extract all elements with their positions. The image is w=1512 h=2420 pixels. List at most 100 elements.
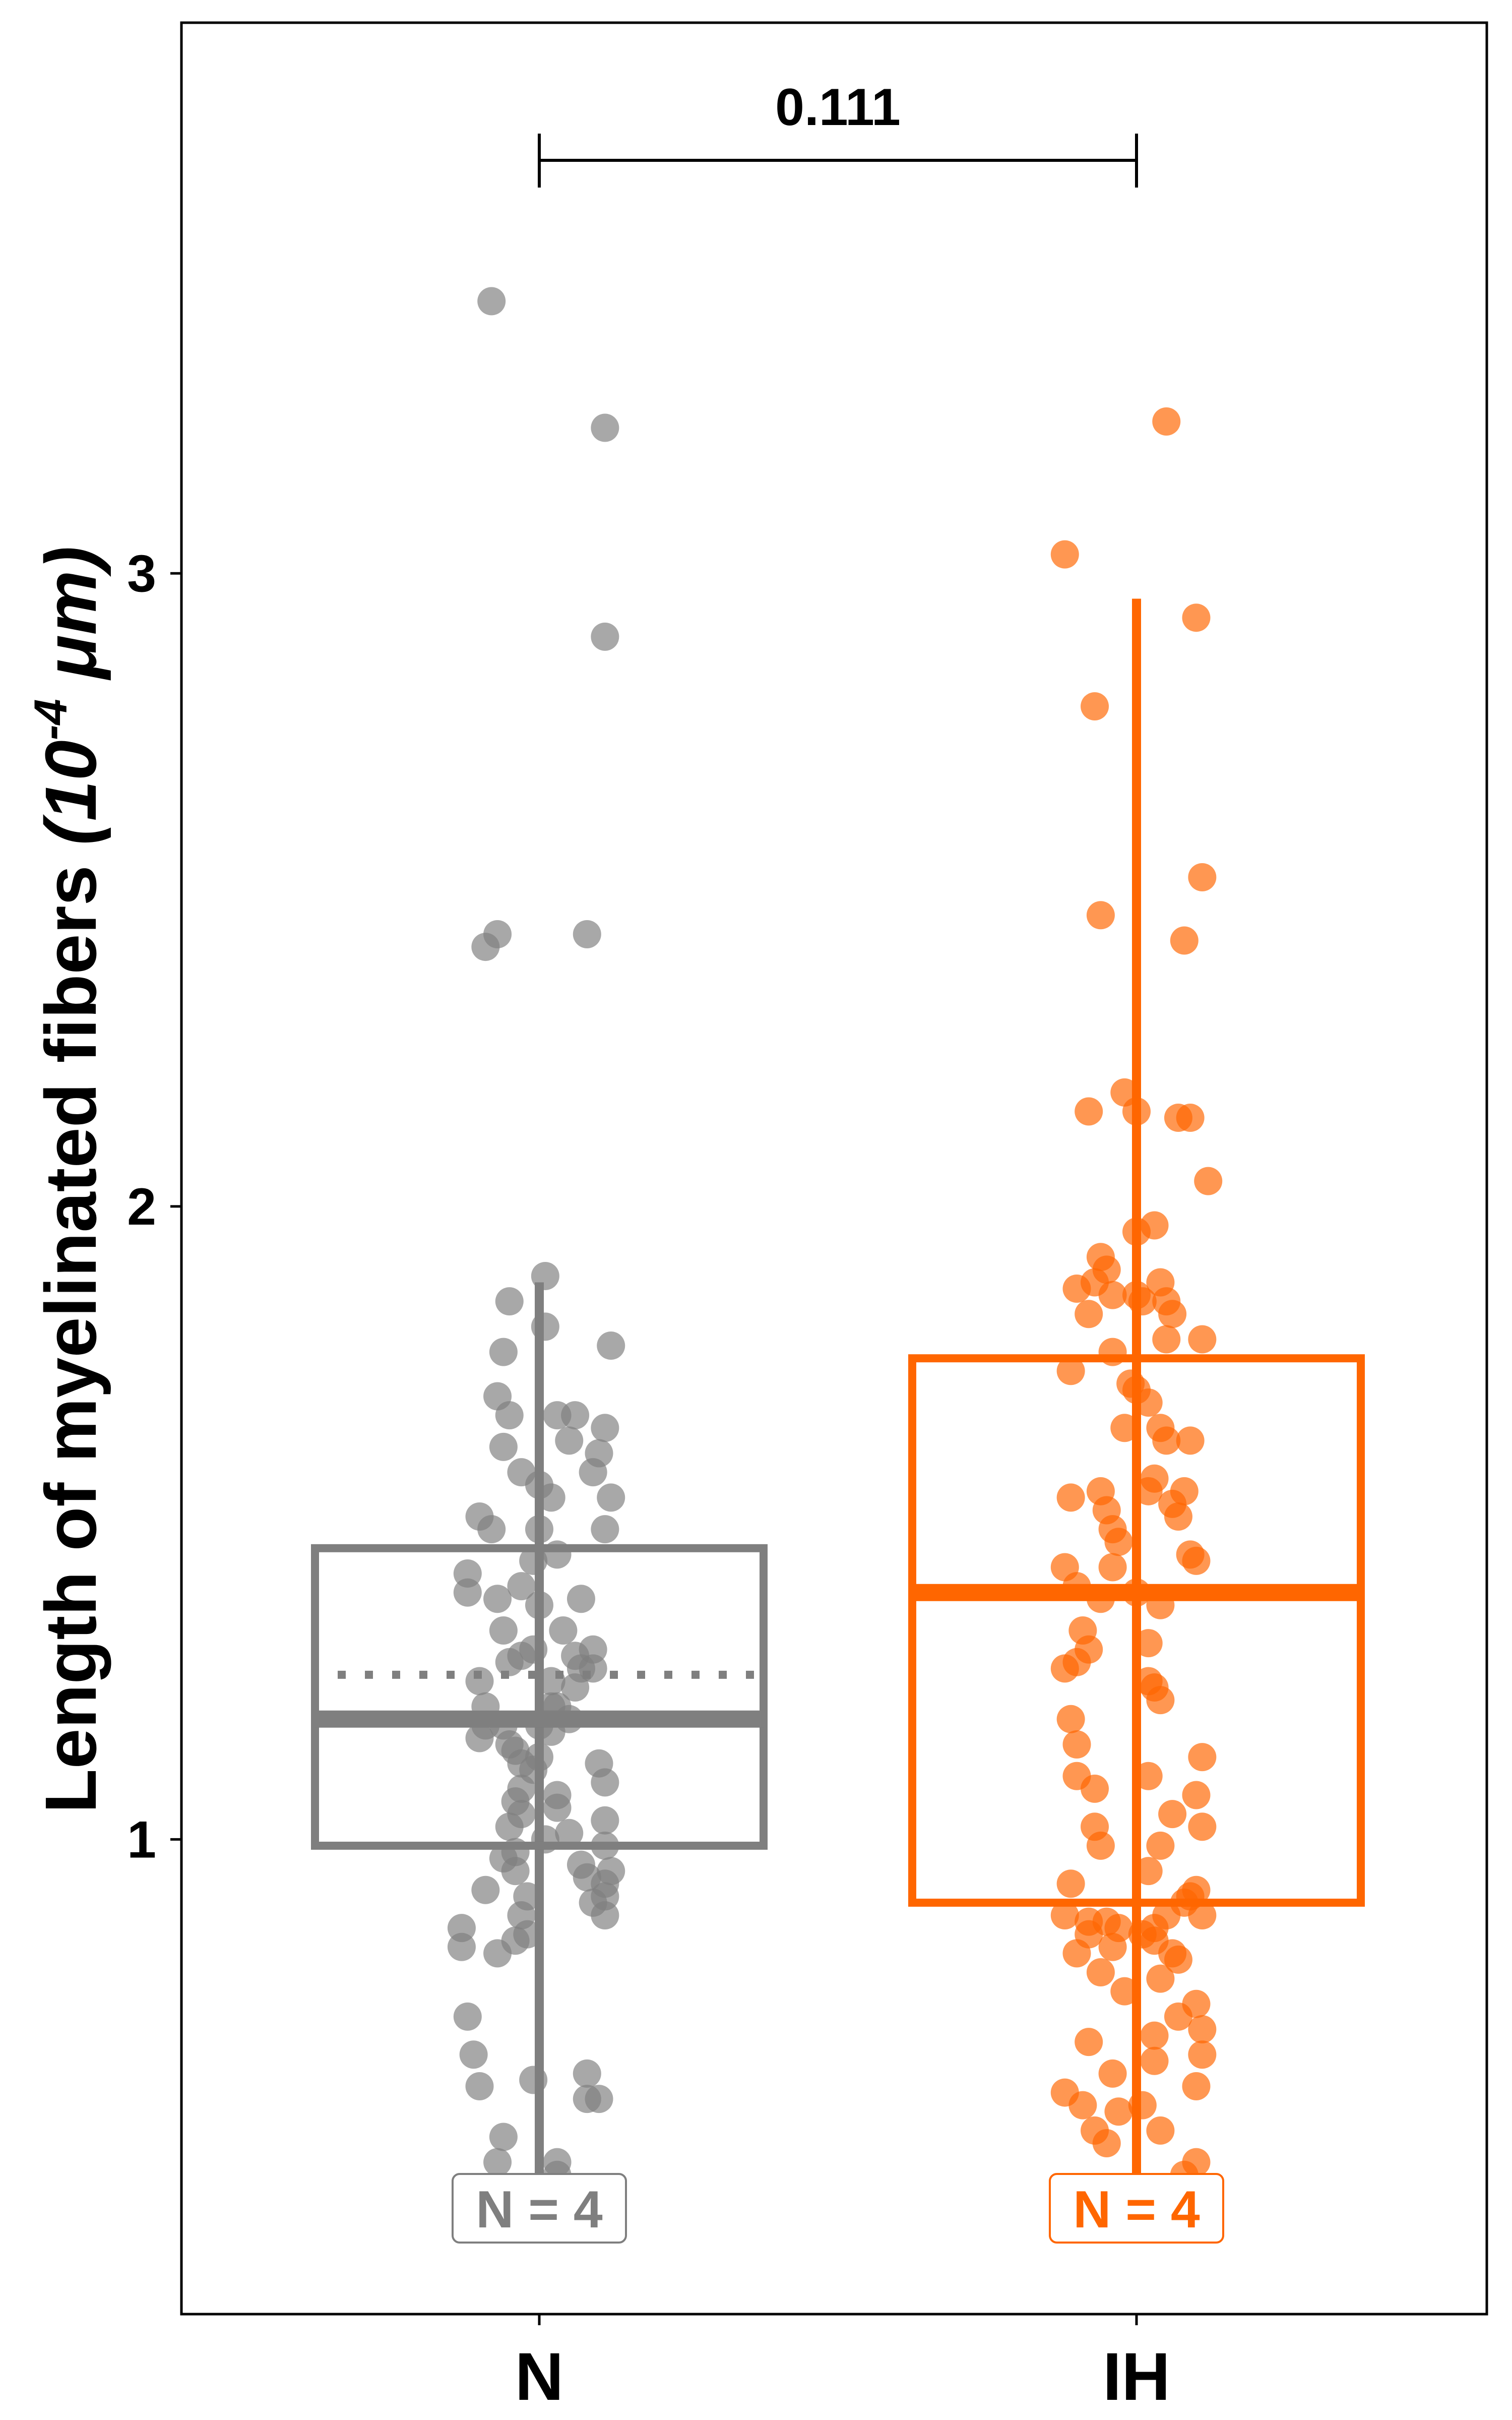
data-point [1086,1958,1115,1987]
y-axis-ticks: 1 2 3 [127,544,181,1869]
data-point [507,1572,536,1601]
data-point [495,1812,524,1841]
y-axis-label: Length of myelinated fibers (10-4 μm) [25,546,111,1813]
data-point [459,2040,488,2069]
data-point [1092,2129,1121,2158]
data-point [495,1287,524,1316]
data-point [1170,926,1199,955]
data-point [591,622,619,651]
data-points-layer [447,287,1223,2221]
data-point [1086,901,1115,930]
data-point [1140,2021,1169,2050]
n-label-text: N = 4 [1073,2181,1200,2239]
data-point [1098,1281,1127,1309]
data-point [1182,2072,1211,2101]
data-point [591,413,619,442]
data-point [1104,2097,1133,2126]
data-point [1075,1300,1103,1328]
data-point [1158,1300,1187,1328]
data-point [1056,1869,1085,1898]
data-point [573,920,601,948]
data-point [1188,1812,1217,1841]
data-point [1068,2091,1097,2120]
data-point [555,1426,584,1455]
y-tick-label: 1 [127,1810,156,1869]
data-point [1062,1275,1091,1303]
data-point [1188,863,1217,891]
data-point [1104,1528,1133,1556]
data-point [1188,2040,1217,2069]
data-point [537,1483,565,1512]
data-point [1164,1502,1192,1531]
x-tick-label: N [515,2339,564,2414]
data-point [555,1819,584,1847]
data-point [1146,2116,1175,2145]
y-axis-label-unit-close: μm) [30,546,111,699]
data-point [1188,1901,1217,1930]
y-tick-label: 2 [127,1178,156,1236]
data-point [507,1642,536,1670]
data-point [1050,1654,1079,1683]
data-point [1140,2046,1169,2075]
data-point [489,2123,518,2151]
data-point [453,1578,482,1607]
data-point [495,1401,524,1430]
x-axis-ticks: N IH [515,2314,1170,2414]
box-n [311,1282,768,2188]
data-point [465,1724,494,1752]
data-point [1188,2015,1217,2044]
data-point [1062,1939,1091,1968]
data-point [447,1932,476,1961]
data-point [591,1414,619,1442]
data-point [566,1585,595,1613]
data-point [1050,540,1079,569]
data-point [1164,2002,1192,2031]
data-point [1098,1553,1127,1582]
data-point [1158,1800,1187,1829]
data-point [591,1515,619,1544]
data-point [501,1857,530,1886]
data-point [477,1515,506,1544]
n-label-box [452,2173,627,2244]
data-point [465,1667,494,1696]
data-point [1194,1167,1223,1195]
data-point [453,2002,482,2031]
data-point [543,1793,572,1822]
data-point [489,1432,518,1461]
data-point [483,1585,512,1613]
data-point [1062,1730,1091,1759]
data-point [1081,692,1109,720]
data-point [1146,1964,1175,1993]
data-point [471,933,500,961]
n-label-text: N = 4 [476,2181,603,2239]
series-points-n [447,287,625,2189]
data-point [471,1876,500,1904]
data-point [579,1458,607,1487]
data-point [1110,1977,1139,2006]
p-value-label: 0.111 [775,78,901,137]
data-point [1081,1774,1109,1803]
data-point [573,2059,601,2088]
data-point [1134,1857,1163,1886]
data-point [1110,1414,1139,1442]
data-point [1182,1781,1211,1809]
data-point [1134,1762,1163,1790]
data-point [1176,1104,1205,1132]
data-point [489,1338,518,1366]
data-point [1075,1097,1103,1126]
data-point [1182,603,1211,632]
plot-frame [180,21,1488,2316]
data-point [1050,1901,1079,1930]
data-point [1056,1705,1085,1733]
data-point [1188,1743,1217,1772]
data-point [1146,1686,1175,1715]
n-label-box [1049,2173,1224,2244]
data-point [591,1806,619,1835]
n-labels-layer: N = 4 N = 4 [452,2173,1224,2244]
data-point [1134,1477,1163,1505]
data-point [573,2085,601,2113]
data-point [591,1901,619,1930]
data-point [477,287,506,316]
n-label-n: N = 4 [452,2173,627,2244]
